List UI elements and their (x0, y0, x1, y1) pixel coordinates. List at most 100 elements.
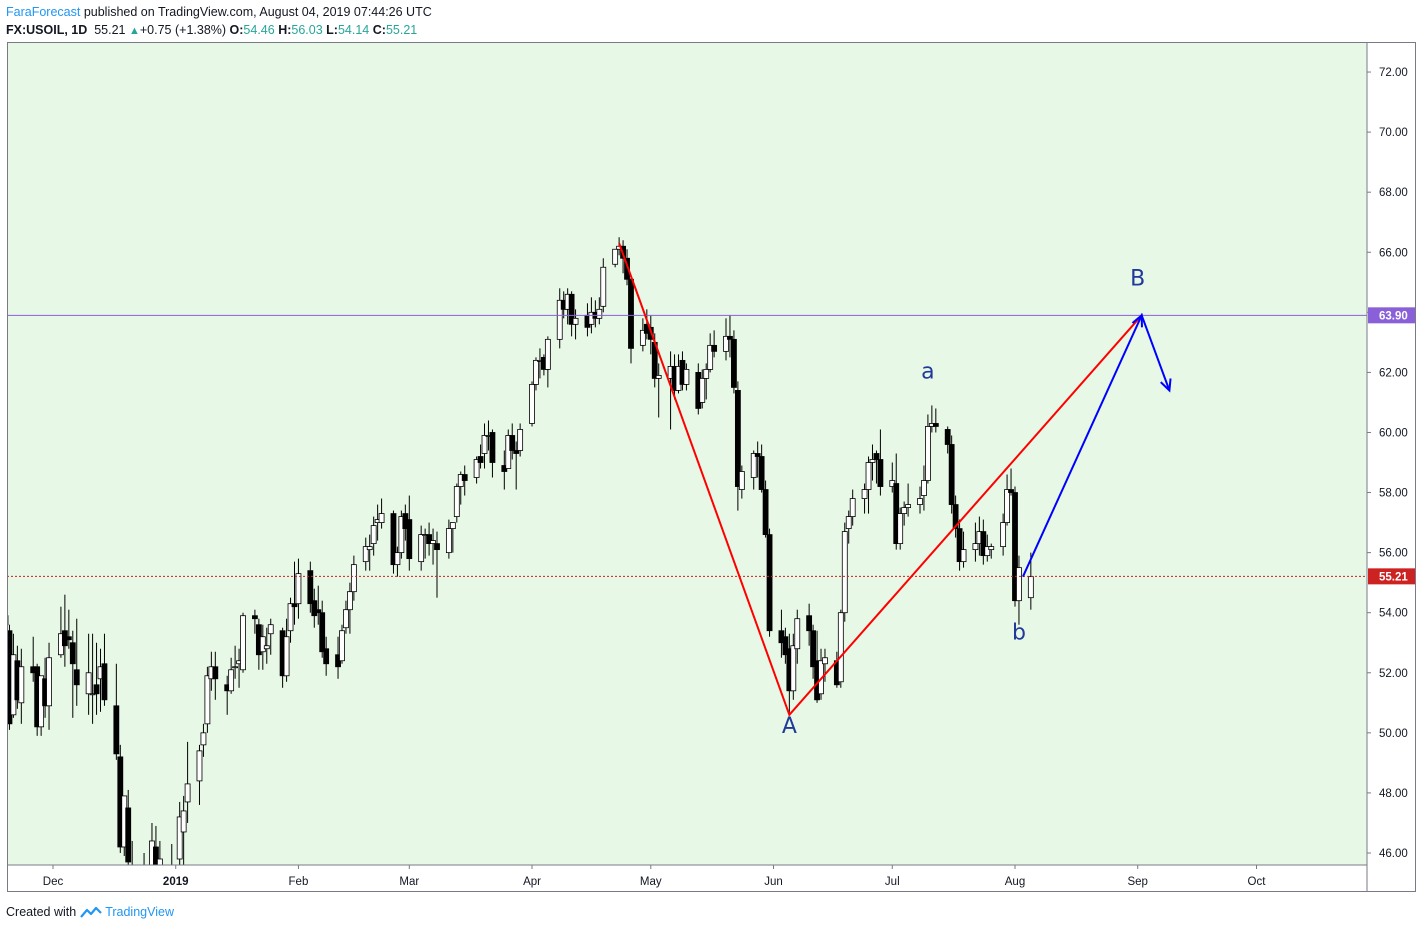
candle-body-down (628, 278, 634, 349)
candle-body-up (612, 248, 619, 265)
candle-body-up (350, 564, 357, 593)
candle-body-up (972, 543, 979, 551)
candle (869, 444, 876, 481)
arrow-head-end (1160, 378, 1172, 393)
candle (952, 495, 959, 538)
candle (204, 666, 211, 733)
candle-body-up (600, 266, 607, 307)
candle (655, 363, 662, 418)
candle-body-up (378, 513, 385, 523)
author-link[interactable]: FaraForecast (6, 5, 81, 19)
candle (517, 423, 524, 457)
x-tick-label: Aug (1005, 876, 1025, 888)
candle-body-down (315, 609, 322, 614)
candle-body-down (956, 528, 963, 563)
candle-body-up (533, 359, 539, 385)
candle (782, 627, 789, 664)
price-chart[interactable]: Aa b B 46.00 48.00 50.00 52.00 54.00 56.00 58.00 6… (0, 0, 1423, 900)
candle-body-up (925, 426, 931, 481)
candle-body-up (572, 317, 579, 325)
plot-area[interactable] (7, 42, 1367, 865)
publish-info: FaraForecast published on TradingView.co… (6, 5, 432, 19)
y-tick-label: 46.00 (1379, 848, 1408, 860)
candle (754, 441, 761, 478)
candle-body-up (544, 338, 551, 370)
candle-body-up (655, 375, 662, 379)
candle (917, 486, 923, 514)
candle-body-up (445, 528, 452, 554)
candle (481, 423, 488, 469)
candle-body-down (766, 534, 773, 632)
candle-body-down (762, 489, 769, 535)
candle (430, 528, 436, 565)
candle-body-down (477, 456, 484, 463)
candle-body-down (323, 648, 330, 665)
symbol-label: FX:USOIL, 1D (6, 23, 88, 37)
candle (841, 522, 848, 622)
candle-body-down (758, 456, 765, 490)
candle (228, 657, 235, 694)
candle (287, 597, 294, 643)
candle (101, 633, 108, 706)
candle-body-up (529, 384, 535, 424)
candle (905, 483, 912, 517)
candle-body-up (703, 368, 710, 379)
candle-body-down (101, 663, 108, 701)
candle-body-down (810, 630, 816, 668)
candle-body-up (845, 516, 852, 529)
candle-body-up (639, 329, 646, 346)
candle (509, 423, 516, 460)
candle (956, 519, 963, 571)
candle (339, 624, 345, 664)
candle (267, 618, 274, 655)
open-label: O: (229, 23, 244, 37)
candle-body-down (624, 257, 630, 280)
candle-body-up (453, 486, 460, 517)
candle-body-up (921, 480, 927, 496)
candle (699, 369, 706, 409)
candle (69, 630, 76, 718)
candle (1012, 486, 1018, 607)
close-label: C: (372, 23, 386, 37)
candle (283, 618, 290, 682)
candle (73, 618, 80, 706)
candle (315, 585, 322, 625)
candle (65, 609, 72, 649)
candle (1027, 552, 1034, 610)
wave-line-red[interactable] (618, 242, 1143, 717)
candle-body-up (865, 462, 872, 490)
candle (232, 645, 239, 679)
candle-body-up (988, 546, 995, 551)
candle-body-up (176, 816, 183, 860)
candle-body-up (430, 540, 436, 545)
change-value: +0.75 (+1.38%) (139, 23, 227, 37)
candle-body-up (790, 645, 797, 692)
high-label: H: (278, 23, 292, 37)
candle (46, 642, 52, 730)
candle (406, 495, 413, 571)
candle-body-up (505, 435, 512, 469)
candle (259, 624, 266, 670)
candle-body-down (948, 444, 955, 505)
candle-body-up (232, 666, 239, 669)
x-tick-label: Jun (764, 876, 783, 888)
y-tick-label: 72.00 (1379, 67, 1408, 79)
candle-body-up (184, 783, 191, 803)
candle-body-up (156, 858, 163, 865)
candle (212, 651, 219, 700)
candle-body-down (734, 390, 741, 487)
candle (461, 465, 468, 496)
x-tick-label: Apr (523, 876, 541, 888)
x-tick-label: Oct (1248, 876, 1267, 888)
candle (196, 744, 203, 805)
candle (449, 522, 456, 553)
candle-body-down (932, 423, 939, 427)
candle (125, 789, 132, 865)
candle (901, 501, 908, 526)
candle-body-down (69, 642, 76, 665)
y-tick-label: 58.00 (1379, 488, 1408, 500)
candle-body-up (723, 335, 729, 352)
candle-body-down (711, 344, 718, 352)
candle-body-down (426, 534, 432, 545)
tradingview-link[interactable]: TradingView (105, 905, 174, 919)
